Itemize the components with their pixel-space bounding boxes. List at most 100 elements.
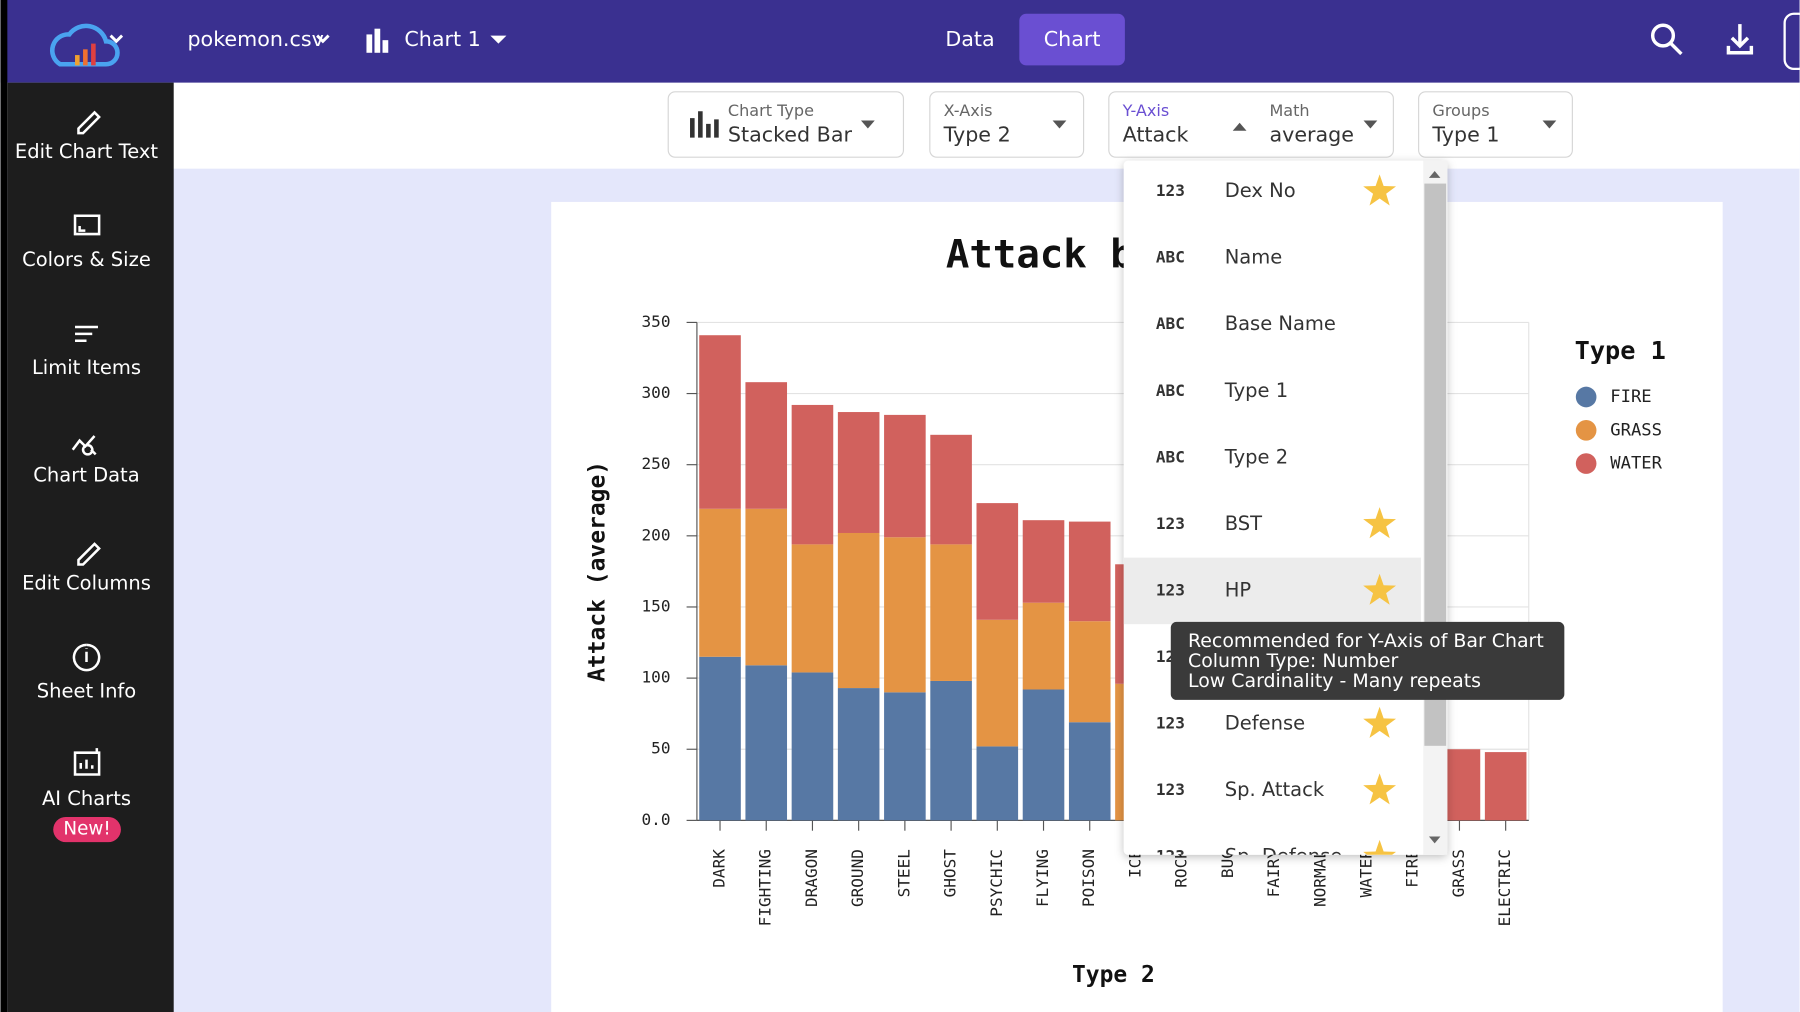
sidebar-label: Edit Chart Text [15,140,159,163]
column-name: Sp. Defense [1225,845,1343,868]
recommended-star [1363,573,1397,605]
dropdown-box[interactable] [929,91,1085,158]
scrollbar-thumb[interactable] [1424,183,1447,746]
chart-menu[interactable]: Chart 1 [366,27,507,53]
sidebar-label: Chart Data [33,464,139,487]
left-edge [0,0,8,1012]
field-label: Groups [1432,101,1489,120]
dropdown-option[interactable]: 123 Dex No [1156,174,1397,206]
field-label: Math [1269,101,1309,120]
dropdown-option[interactable]: 123 Sp. Attack [1156,773,1397,805]
tooltip-bg [1170,621,1565,700]
field-value: Type 2 [943,122,1011,146]
chart-tab-bg[interactable] [1019,13,1125,66]
sidebar-item[interactable]: Edit Chart Text [15,110,159,163]
field-label: Chart Type [728,101,814,120]
field-value: Stacked Bar [728,122,853,146]
field-value: average [1269,122,1354,146]
x-tick-label: FAIRY [1264,849,1283,898]
x-axis-label: Type 2 [1072,962,1155,988]
scroll-up[interactable] [1428,170,1441,178]
dropdown-box[interactable] [667,91,905,158]
tooltip: Recommended for Y-Axis of Bar ChartColum… [1170,621,1565,700]
dropdown-option[interactable]: ABC Type 1 [1156,379,1288,402]
dropdown-option[interactable]: ABC Type 2 [1156,445,1288,468]
sidebar-item[interactable]: Sheet Info [37,643,136,703]
sidebar-label: Limit Items [32,356,141,379]
x-tick-label: ICE [1125,849,1144,878]
data-tab[interactable]: Data [945,27,994,51]
bar-segment [745,665,788,821]
tooltip-line: Recommended for Y-Axis of Bar Chart [1188,630,1544,652]
sidebar-label: AI Charts [42,787,131,810]
bar-segment [930,544,972,681]
bar-segment [1068,621,1111,723]
bar-segment [884,692,926,821]
dropdown-option[interactable]: 123 BST [1156,507,1397,539]
bar-segment [791,404,834,545]
bar-segment [976,503,1019,620]
scroll-down[interactable] [1428,836,1441,844]
toolbar: Chart Type Stacked Bar X-Axis Type 2 Y-Axis A… [667,91,1573,158]
column-kind: 123 [1156,514,1185,533]
dropdown-option[interactable]: ABC Base Name [1156,312,1336,335]
column-kind: ABC [1156,314,1185,333]
column-name: Type 2 [1224,445,1288,468]
bar-segment [791,672,834,821]
column-name: Base Name [1225,312,1336,335]
chart-type-icon [690,111,719,138]
x-tick-label: FLYING [1033,849,1052,907]
x-tick-label: ROCK [1172,849,1191,888]
dropdown-box[interactable] [1108,91,1394,158]
account-button[interactable] [1783,12,1800,70]
bar-segment [1484,752,1527,821]
sidebar-item[interactable]: Limit Items [32,325,141,379]
sidebar-item[interactable]: Colors & Size [22,214,151,271]
bar-segment [976,619,1019,747]
dropdown-box[interactable] [1418,91,1573,158]
legend-swatch [1575,419,1597,441]
chart-tab[interactable]: Chart [1044,27,1101,51]
search-button[interactable] [1650,23,1683,56]
column-kind: ABC [1156,447,1185,466]
x-tick-label: GHOST [941,849,960,898]
sidebar-label: Sheet Info [37,679,136,702]
logo[interactable] [49,23,124,67]
recommended-star [1363,773,1397,805]
bar-segment [745,382,788,509]
dropdown-option[interactable]: 123 Defense [1156,706,1397,738]
file-name: pokemon.csv [187,27,323,51]
bar-segment [884,537,926,693]
bar-segment [930,680,972,821]
field-value: Type 1 [1431,122,1499,146]
y-axis-label: Attack (average) [585,461,611,682]
column-name: Type 1 [1224,379,1288,402]
sidebar-icon [75,325,98,343]
dropdown-option[interactable]: ABC Name [1156,246,1282,269]
x-tick-label: PSYCHIC [987,849,1006,917]
column-name: Defense [1225,712,1305,735]
sidebar-item[interactable]: AI Charts New! [42,748,131,843]
bar-segment [837,688,880,821]
y-tick-label: 150 [642,596,671,615]
column-name: HP [1225,578,1252,601]
x-tick-label: FIGHTING [756,849,775,926]
download-button[interactable] [1726,24,1754,55]
dropdown-option[interactable]: 123 HP [1123,557,1421,625]
sidebar-item[interactable]: Edit Columns [22,542,151,595]
tooltip-line: Low Cardinality - Many repeats [1188,670,1481,692]
legend-label: FIRE [1610,387,1651,407]
dropdown-option[interactable]: 123 Sp. Defense [1156,839,1397,871]
sidebar-icon [73,214,101,236]
caret-down [1542,120,1557,129]
sidebar-icon [72,643,101,672]
column-kind: ABC [1156,248,1185,267]
chart-name: Chart 1 [404,27,480,51]
column-kind: ABC [1156,381,1185,400]
sidebar-item[interactable]: Chart Data [33,435,140,487]
bar-segment [1022,689,1065,821]
sidebar-icon [73,748,101,776]
column-name: Sp. Attack [1225,778,1325,801]
file-menu[interactable]: pokemon.csv [187,27,330,51]
